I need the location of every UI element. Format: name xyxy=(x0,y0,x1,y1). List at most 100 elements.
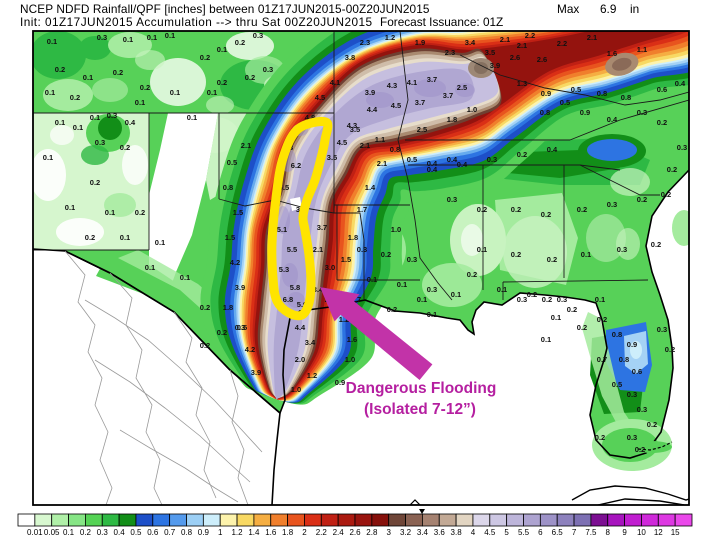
svg-text:1.1: 1.1 xyxy=(375,135,385,144)
svg-text:1.2: 1.2 xyxy=(231,528,243,537)
svg-text:NCEP NDFD Rainfall/QPF [inches: NCEP NDFD Rainfall/QPF [inches] between … xyxy=(20,2,430,16)
svg-text:5.5: 5.5 xyxy=(518,528,530,537)
svg-text:4.3: 4.3 xyxy=(347,121,357,130)
svg-text:0.1: 0.1 xyxy=(170,88,180,97)
svg-text:0.1: 0.1 xyxy=(551,313,561,322)
svg-text:0.2: 0.2 xyxy=(667,165,677,174)
svg-text:0.3: 0.3 xyxy=(97,528,109,537)
svg-text:3.9: 3.9 xyxy=(235,283,245,292)
svg-text:0.1: 0.1 xyxy=(55,118,65,127)
svg-text:9: 9 xyxy=(622,528,627,537)
svg-text:0.2: 0.2 xyxy=(597,315,607,324)
svg-text:1.8: 1.8 xyxy=(223,303,233,312)
svg-text:0.2: 0.2 xyxy=(517,150,527,159)
svg-text:2.4: 2.4 xyxy=(333,528,345,537)
svg-text:4.8: 4.8 xyxy=(305,113,315,122)
svg-text:0.1: 0.1 xyxy=(595,295,605,304)
svg-text:0.3: 0.3 xyxy=(637,405,647,414)
svg-text:0.2: 0.2 xyxy=(70,93,80,102)
svg-text:0.1: 0.1 xyxy=(90,113,100,122)
svg-text:0.01: 0.01 xyxy=(27,528,43,537)
svg-text:0.1: 0.1 xyxy=(105,208,115,217)
svg-text:4: 4 xyxy=(471,528,476,537)
svg-text:0.1: 0.1 xyxy=(165,31,175,40)
svg-text:in: in xyxy=(630,2,639,16)
svg-text:0.3: 0.3 xyxy=(657,325,667,334)
svg-text:4.5: 4.5 xyxy=(337,138,347,147)
svg-text:0.1: 0.1 xyxy=(217,45,227,54)
svg-text:0.2: 0.2 xyxy=(217,78,227,87)
svg-text:0.1: 0.1 xyxy=(187,113,197,122)
svg-text:0.1: 0.1 xyxy=(123,35,133,44)
svg-text:0.2: 0.2 xyxy=(80,528,92,537)
svg-text:2.0: 2.0 xyxy=(295,355,305,364)
svg-text:5.3: 5.3 xyxy=(279,265,289,274)
svg-text:Init: 01Z17JUN2015 Accumulatio: Init: 01Z17JUN2015 Accumulation --> thru… xyxy=(20,15,373,29)
svg-text:0.1: 0.1 xyxy=(147,33,157,42)
svg-text:0.1: 0.1 xyxy=(367,275,377,284)
svg-text:0.3: 0.3 xyxy=(97,33,107,42)
svg-text:5.5: 5.5 xyxy=(287,245,297,254)
svg-text:0.3: 0.3 xyxy=(95,138,105,147)
svg-text:0.1: 0.1 xyxy=(451,290,461,299)
svg-text:3.4: 3.4 xyxy=(313,285,324,294)
svg-text:1.2: 1.2 xyxy=(339,315,349,324)
svg-text:0.2: 0.2 xyxy=(200,53,210,62)
svg-text:4.1: 4.1 xyxy=(407,78,417,87)
svg-text:3.4: 3.4 xyxy=(465,38,476,47)
svg-text:1.5: 1.5 xyxy=(341,255,351,264)
svg-text:3: 3 xyxy=(386,528,391,537)
svg-text:0.5: 0.5 xyxy=(227,158,237,167)
svg-text:3.8: 3.8 xyxy=(451,528,463,537)
svg-text:0.9: 0.9 xyxy=(627,340,637,349)
svg-text:0.2: 0.2 xyxy=(577,205,587,214)
svg-text:1.6: 1.6 xyxy=(607,49,617,58)
svg-text:3.8: 3.8 xyxy=(345,53,355,62)
svg-text:0.7: 0.7 xyxy=(164,528,176,537)
svg-text:2.8: 2.8 xyxy=(366,528,378,537)
svg-text:2.2: 2.2 xyxy=(316,528,328,537)
svg-text:4.5: 4.5 xyxy=(391,101,401,110)
svg-text:2.1: 2.1 xyxy=(360,141,370,150)
svg-text:0.2: 0.2 xyxy=(245,73,255,82)
svg-text:0.3: 0.3 xyxy=(487,155,497,164)
svg-text:0.9: 0.9 xyxy=(198,528,210,537)
svg-text:0.1: 0.1 xyxy=(83,73,93,82)
svg-text:0.3: 0.3 xyxy=(357,245,367,254)
svg-text:0.2: 0.2 xyxy=(467,270,477,279)
svg-text:0.3: 0.3 xyxy=(627,390,637,399)
svg-text:0.2: 0.2 xyxy=(661,190,671,199)
svg-text:0.8: 0.8 xyxy=(621,93,631,102)
svg-text:0.7: 0.7 xyxy=(597,355,607,364)
svg-text:0.1: 0.1 xyxy=(581,250,591,259)
svg-text:0.4: 0.4 xyxy=(607,115,618,124)
svg-text:0.1: 0.1 xyxy=(135,98,145,107)
svg-text:0.3: 0.3 xyxy=(557,295,567,304)
svg-text:0.3: 0.3 xyxy=(407,255,417,264)
svg-text:3.2: 3.2 xyxy=(400,528,412,537)
svg-text:0.2: 0.2 xyxy=(217,328,227,337)
svg-text:3.9: 3.9 xyxy=(490,61,500,70)
svg-text:10: 10 xyxy=(637,528,646,537)
svg-text:0.1: 0.1 xyxy=(397,280,407,289)
svg-text:0.1: 0.1 xyxy=(73,123,83,132)
svg-text:0.2: 0.2 xyxy=(567,305,577,314)
svg-text:1.6: 1.6 xyxy=(347,335,357,344)
svg-text:0.1: 0.1 xyxy=(43,153,53,162)
svg-text:2.6: 2.6 xyxy=(349,528,361,537)
svg-text:0.8: 0.8 xyxy=(619,355,629,364)
svg-text:0.1: 0.1 xyxy=(47,37,57,46)
svg-text:0.05: 0.05 xyxy=(44,528,60,537)
svg-text:0.1: 0.1 xyxy=(45,88,55,97)
svg-text:4.3: 4.3 xyxy=(387,81,397,90)
svg-text:0.3: 0.3 xyxy=(677,143,687,152)
svg-text:(Isolated 7-12”): (Isolated 7-12”) xyxy=(364,401,476,418)
svg-text:1.0: 1.0 xyxy=(467,105,477,114)
svg-text:7.5: 7.5 xyxy=(585,528,597,537)
svg-text:1.9: 1.9 xyxy=(415,38,425,47)
svg-text:0.2: 0.2 xyxy=(477,205,487,214)
svg-text:2.2: 2.2 xyxy=(525,31,535,40)
svg-text:2.6: 2.6 xyxy=(510,53,520,62)
svg-text:1.5: 1.5 xyxy=(225,233,235,242)
svg-text:1.2: 1.2 xyxy=(385,33,395,42)
